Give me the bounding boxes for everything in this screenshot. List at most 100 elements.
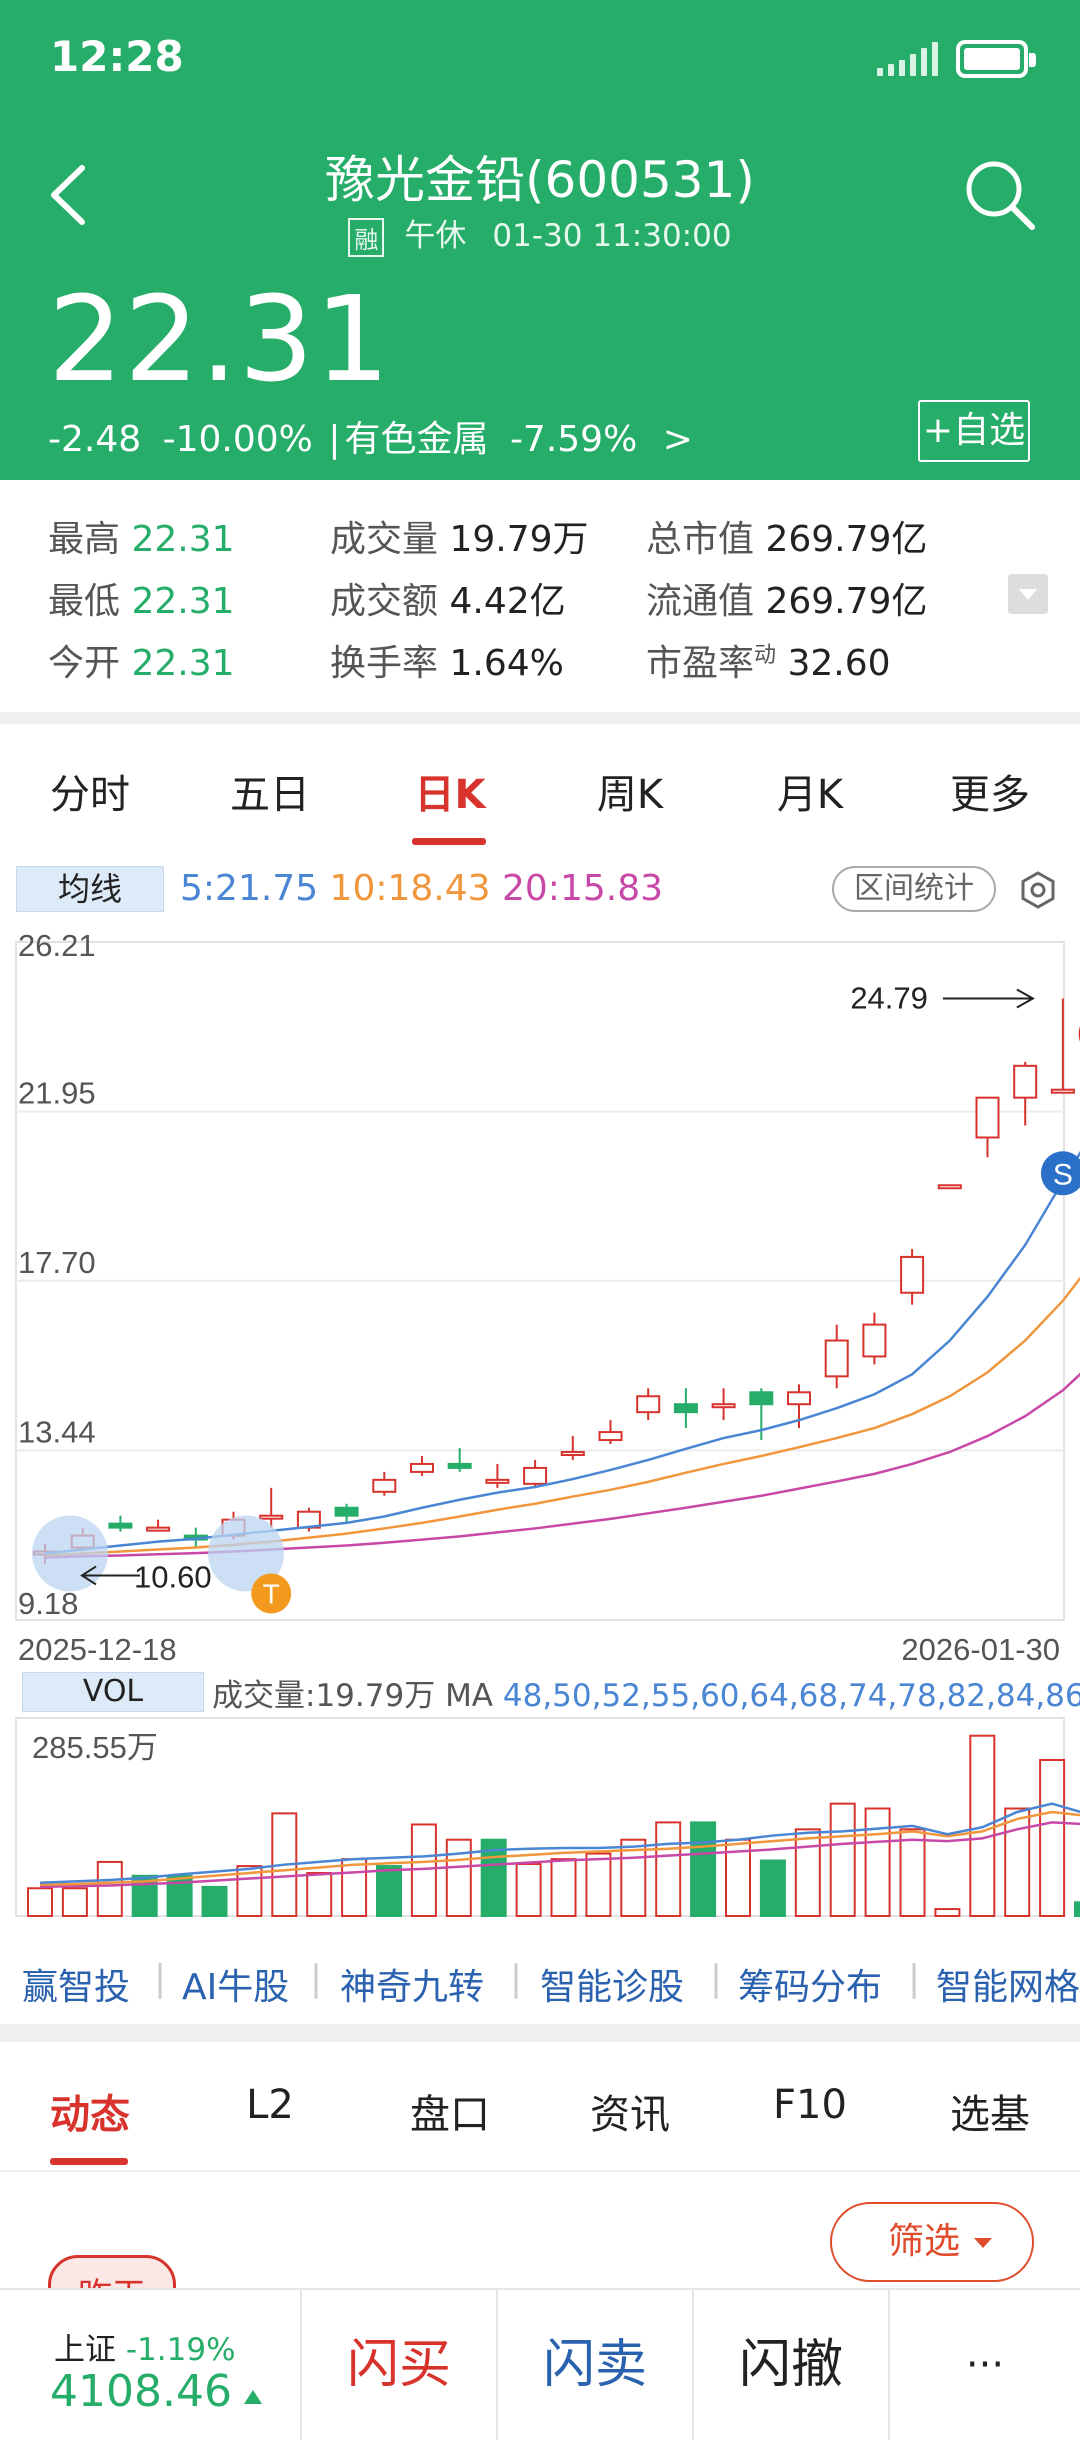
tab-more[interactable]: 更多 <box>950 772 1030 818</box>
volume-bar <box>655 1821 682 1917</box>
search-icon[interactable] <box>960 155 1040 235</box>
signal-s-text: S <box>1053 1158 1073 1191</box>
tab-funds[interactable]: 选基 <box>950 2092 1030 2138</box>
replay-icon <box>32 1515 108 1592</box>
candle-body <box>598 1431 623 1442</box>
tool-link[interactable]: 筹码分布 <box>738 1967 883 2008</box>
price-change: -2.48 <box>48 419 142 460</box>
more-button[interactable]: ··· <box>888 2290 1080 2440</box>
volume-bar <box>864 1807 891 1917</box>
tool-link[interactable]: 神奇九转 <box>340 1967 485 2008</box>
quote-value: 32.60 <box>787 643 891 684</box>
flash-sell-button[interactable]: 闪卖 <box>496 2290 692 2440</box>
tab-daily-k[interactable]: 日K <box>414 772 486 818</box>
tab-news-feed[interactable]: 动态 <box>50 2092 130 2138</box>
candle-body <box>937 1184 962 1190</box>
expand-quotes-icon[interactable] <box>1008 574 1048 614</box>
tool-divider: | <box>510 1958 523 1999</box>
max-price-label: 24.79 <box>850 981 928 1016</box>
volume-ma5-line <box>39 1802 1080 1884</box>
flash-cancel-button[interactable]: 闪撤 <box>692 2290 888 2440</box>
margin-badge: 融 <box>348 218 385 257</box>
tab-f10[interactable]: F10 <box>773 2082 847 2128</box>
ma-button[interactable]: 均线 <box>16 866 164 912</box>
volume-chart[interactable]: 285.55万 <box>0 1716 1080 1922</box>
tool-link[interactable]: 赢智投 <box>22 1967 131 2008</box>
max-arrow-head <box>1016 988 1035 1009</box>
stock-title: 豫光金铅(600531) <box>325 151 755 209</box>
quote-pe-ratio: 市盈率动 32.60 <box>646 634 891 686</box>
filter-button[interactable]: 筛选 <box>830 2202 1034 2282</box>
quote-turnover-rate: 换手率 1.64% <box>330 634 564 686</box>
back-icon[interactable] <box>40 160 100 230</box>
volume-bar <box>96 1860 123 1917</box>
flash-buy-button[interactable]: 闪买 <box>300 2290 496 2440</box>
tab-weekly-k[interactable]: 周K <box>596 772 664 818</box>
candle-body <box>523 1466 548 1485</box>
signal-t-marker <box>251 1573 292 1614</box>
quote-value: 22.31 <box>131 643 235 684</box>
candle-body <box>824 1339 849 1378</box>
volume-bar <box>1039 1758 1066 1917</box>
x-tick-label: 2025-12-18 <box>18 1632 177 1667</box>
tab-info[interactable]: 资讯 <box>590 2092 670 2138</box>
tab-intraday[interactable]: 分时 <box>50 772 130 818</box>
quote-high: 最高 22.31 <box>48 510 235 562</box>
tool-divider: | <box>154 1958 167 1999</box>
candle-body <box>749 1391 774 1406</box>
quote-value: 269.79亿 <box>765 519 928 560</box>
candle-body <box>485 1478 510 1484</box>
tab-l2[interactable]: L2 <box>246 2082 294 2128</box>
tool-link[interactable]: 智能网格 <box>936 1967 1080 2008</box>
quote-value: 19.79万 <box>449 519 589 560</box>
trade-status: 午休 <box>404 218 467 254</box>
settings-icon[interactable] <box>1018 870 1058 910</box>
quote-panel: 最高 22.31 成交量 19.79万 总市值 269.79亿 最低 22.31… <box>0 480 1080 712</box>
quote-value: 1.64% <box>449 643 564 684</box>
tab-monthly-k[interactable]: 月K <box>776 772 844 818</box>
candle-body <box>560 1450 585 1456</box>
current-price: 22.31 <box>48 270 391 408</box>
tool-link[interactable]: AI牛股 <box>182 1967 290 2008</box>
candle-body <box>372 1478 397 1493</box>
quote-value: 22.31 <box>131 581 235 622</box>
index-value-line: 4108.46 <box>50 2366 264 2417</box>
triangle-up-icon <box>243 2390 262 2404</box>
candle-body <box>1050 1088 1075 1094</box>
status-time: 12:28 <box>50 32 184 81</box>
volume-bar <box>550 1858 577 1918</box>
quote-label: 市盈率 <box>646 643 755 684</box>
sector-change: -7.59% <box>509 419 638 460</box>
volume-button[interactable]: VOL <box>22 1672 204 1712</box>
index-info[interactable]: 上证 -1.19% <box>54 2324 236 2369</box>
signal-t-text: T <box>263 1578 280 1609</box>
ma20-value: 20:15.83 <box>502 868 663 909</box>
ma-legend: 均线 5:21.75 10:18.43 20:15.83 区间统计 <box>0 862 1080 922</box>
volume-bar <box>201 1885 228 1918</box>
sector-arrow-icon[interactable]: > <box>662 419 693 460</box>
kline-chart[interactable]: 26.21 21.95 17.70 13.44 9.18 2025-12-18 2026-0… <box>0 922 1080 1670</box>
ma5-line <box>44 1150 1080 1555</box>
content-tabs: 动态 L2 盘口 资讯 F10 选基 <box>0 2042 1080 2172</box>
quote-label: 成交量 <box>330 519 439 560</box>
quote-label: 流通值 <box>646 581 755 622</box>
tool-link[interactable]: 智能诊股 <box>540 1967 685 2008</box>
tab-five-day[interactable]: 五日 <box>230 772 310 818</box>
volume-bar <box>306 1872 333 1917</box>
ma-values: 5:21.75 10:18.43 20:15.83 <box>180 868 663 909</box>
status-icons <box>877 40 1036 78</box>
ma5-value: 5:21.75 <box>180 868 319 909</box>
volume-bar <box>934 1908 961 1917</box>
quote-value: 22.31 <box>131 519 235 560</box>
range-stats-button[interactable]: 区间统计 <box>832 866 996 912</box>
volume-bar <box>794 1828 821 1917</box>
volume-legend: VOL 成交量:19.79万 MA 48,50,52,55,60,64,68,7… <box>0 1670 1080 1716</box>
tab-order-book[interactable]: 盘口 <box>410 2092 490 2138</box>
divider <box>0 2170 1080 2172</box>
stock-header: 12:28 豫光金铅(600531) 融午休 01-30 11:30:00 22.… <box>0 0 1080 480</box>
add-watchlist-button[interactable]: +自选 <box>918 400 1030 462</box>
ma10-line <box>44 1276 1080 1557</box>
sector-name[interactable]: 有色金属 <box>344 419 489 460</box>
volume-ma10-line <box>39 1810 1080 1887</box>
change-line[interactable]: -2.48 -10.00% | 有色金属 -7.59% > <box>48 419 693 460</box>
